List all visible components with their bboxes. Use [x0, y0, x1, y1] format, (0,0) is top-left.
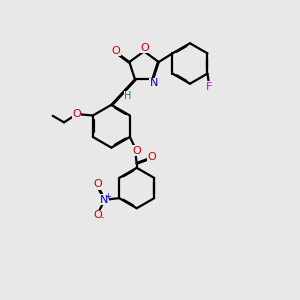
Text: O: O [94, 210, 102, 220]
Text: O: O [132, 146, 141, 156]
Text: F: F [206, 82, 212, 92]
Text: +: + [104, 192, 111, 201]
Text: O: O [72, 109, 81, 119]
Text: H: H [124, 92, 132, 101]
Text: -: - [101, 213, 104, 222]
Text: O: O [148, 152, 157, 162]
Text: O: O [94, 179, 102, 189]
Text: N: N [100, 195, 108, 205]
Text: O: O [140, 43, 149, 53]
Text: O: O [111, 46, 120, 56]
Text: N: N [150, 78, 158, 88]
